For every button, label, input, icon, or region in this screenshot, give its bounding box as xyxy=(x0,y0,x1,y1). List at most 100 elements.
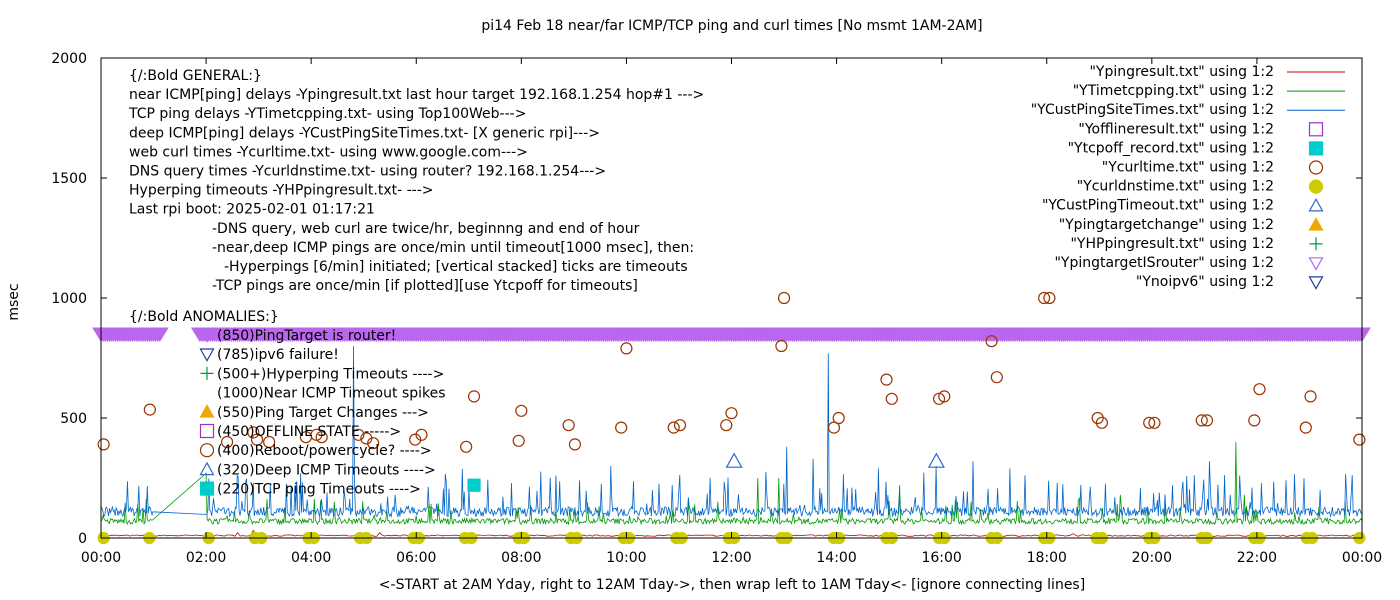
legend-label: "YpingtargetISrouter" using 1:2 xyxy=(1054,255,1274,271)
anomaly-line: (320)Deep ICMP Timeouts ----> xyxy=(217,462,436,478)
anomaly-marker xyxy=(199,461,215,476)
x-tick-label: 08:00 xyxy=(501,550,541,566)
curltime-marker xyxy=(985,335,998,348)
curltime-marker xyxy=(880,373,893,386)
curltime-marker xyxy=(725,407,738,420)
curltime-marker xyxy=(775,339,788,353)
note-line: -near,deep ICMP pings are once/min until… xyxy=(212,240,694,256)
note-line: DNS query times -Ycurldnstime.txt- using… xyxy=(129,164,606,180)
x-tick-label: 16:00 xyxy=(921,550,961,566)
curltime-marker xyxy=(720,419,733,432)
x-tick-label: 18:00 xyxy=(1027,550,1067,566)
curltime-marker xyxy=(568,438,582,451)
x-axis-ticks: 00:00 02:00 04:00 06:00 08:00 10:00 12:00 14:00… xyxy=(81,58,1382,566)
x-tick-label: 14:00 xyxy=(816,550,856,566)
anomaly-marker xyxy=(199,443,215,458)
curltime-marker xyxy=(667,421,680,434)
curltime-marker xyxy=(1095,416,1109,429)
curltime-marker xyxy=(990,371,1003,384)
curltime-marker xyxy=(310,428,323,441)
anomaly-marker xyxy=(199,348,215,362)
anomaly-line: (450)OFFLINE STATE -----> xyxy=(217,424,401,440)
x-tick-label: 02:00 xyxy=(186,550,226,566)
y-tick-label: 500 xyxy=(60,411,87,427)
curltime-marker xyxy=(1195,414,1208,427)
anomaly-marker xyxy=(199,481,215,496)
note-line: deep ICMP[ping] delays -YCustPingSiteTim… xyxy=(129,125,600,141)
curltime-marker xyxy=(562,419,575,432)
x-axis-label: <-START at 2AM Yday, right to 12AM Tday-… xyxy=(379,577,1085,593)
anomaly-line: (850)PingTarget is router! xyxy=(217,328,396,344)
curltime-marker xyxy=(367,437,380,450)
x-tick-label: 20:00 xyxy=(1132,550,1172,566)
anomalies-title: {/:Bold ANOMALIES:} xyxy=(129,309,279,325)
anomaly-line: (220)TCP ping Timeouts ----> xyxy=(217,482,421,498)
legend-marker xyxy=(1308,257,1324,271)
curltime-marker xyxy=(1148,416,1161,429)
note-line: Hyperping timeouts -YHPpingresult.txt- -… xyxy=(129,183,434,199)
curltime-marker xyxy=(512,434,525,447)
curltime-marker xyxy=(1043,291,1056,305)
series-line-tcpping xyxy=(100,441,1363,526)
curltime-marker xyxy=(250,433,264,446)
curltime-marker xyxy=(1143,416,1156,429)
y-tick-label: 1500 xyxy=(51,171,87,187)
legend-marker xyxy=(1308,141,1324,156)
x-tick-label: 10:00 xyxy=(606,550,646,566)
anomaly-line: (550)Ping Target Changes ---> xyxy=(217,405,429,421)
legend-label: "Ypingresult.txt" using 1:2 xyxy=(1089,64,1274,80)
y-axis-ticks: 0 500 1000 1500 2000 xyxy=(51,51,1362,547)
y-tick-label: 0 xyxy=(78,531,87,547)
x-tick-label: 00:00 xyxy=(1342,550,1382,566)
note-line: -TCP pings are once/min [if plotted][use… xyxy=(212,278,638,294)
anomaly-line: (400)Reboot/powercycle? ----> xyxy=(217,443,432,459)
anomaly-line: (785)ipv6 failure! xyxy=(217,347,339,363)
curltime-marker xyxy=(615,421,628,434)
anomaly-marker xyxy=(199,329,215,343)
note-line: Last rpi boot: 2025-02-01 01:17:21 xyxy=(129,202,375,218)
legend-marker xyxy=(1308,276,1324,290)
legend-marker xyxy=(1308,122,1324,137)
legend-label: "Ypingtargetchange" using 1:2 xyxy=(1059,217,1274,233)
note-line: web curl times -Ycurltime.txt- using www… xyxy=(129,144,528,160)
curltime-marker xyxy=(1038,291,1051,305)
anomaly-notes: (850)PingTarget is router! (785)ipv6 fail… xyxy=(199,328,446,498)
legend-label: "Ytcpoff_record.txt" using 1:2 xyxy=(1068,140,1274,156)
curltime-marker xyxy=(515,404,528,417)
curltime-marker xyxy=(885,392,898,405)
x-tick-label: 00:00 xyxy=(81,550,121,566)
curltime-marker xyxy=(1253,383,1266,396)
legend-label: "Ynoipv6" using 1:2 xyxy=(1136,274,1274,290)
legend-label: "Yofflineresult.txt" using 1:2 xyxy=(1078,121,1274,137)
curltime-marker xyxy=(97,438,110,451)
curltime-marker xyxy=(1353,433,1366,446)
router-marker xyxy=(150,327,169,342)
x-tick-label: 12:00 xyxy=(711,550,751,566)
curltime-marker xyxy=(315,431,328,444)
curltime-marker xyxy=(247,426,260,439)
anomaly-line: (1000)Near ICMP Timeout spikes xyxy=(217,386,446,402)
curltime-marker xyxy=(827,421,841,434)
legend-label: "YTimetcpping.txt" using 1:2 xyxy=(1073,83,1274,99)
curltime-marker xyxy=(409,433,422,446)
curltime-marker xyxy=(620,342,633,355)
legend-marker xyxy=(1308,179,1324,194)
curltime-marker xyxy=(263,435,276,449)
curltime-marker xyxy=(932,392,946,405)
legend-label: "Ycurltime.txt" using 1:2 xyxy=(1102,160,1274,176)
anomaly-marker xyxy=(199,423,215,439)
legend-marker xyxy=(1308,197,1324,212)
y-tick-label: 2000 xyxy=(51,51,87,67)
custping-timeout-marker xyxy=(725,452,743,468)
curltime-marker xyxy=(143,403,156,416)
legend-label: "YHPpingresult.txt" using 1:2 xyxy=(1070,236,1274,252)
legend: "Ypingresult.txt" using 1:2 "YTimetcpping… xyxy=(1031,64,1345,290)
curltime-marker xyxy=(1304,390,1317,403)
legend-label: "Ycurldnstime.txt" using 1:2 xyxy=(1077,179,1274,195)
y-axis-label: msec xyxy=(6,283,22,320)
curltime-marker xyxy=(1091,411,1104,425)
custping-timeout-marker xyxy=(927,452,945,468)
curltime-marker xyxy=(673,419,687,432)
x-tick-label: 22:00 xyxy=(1237,550,1277,566)
curltime-marker xyxy=(460,440,473,453)
